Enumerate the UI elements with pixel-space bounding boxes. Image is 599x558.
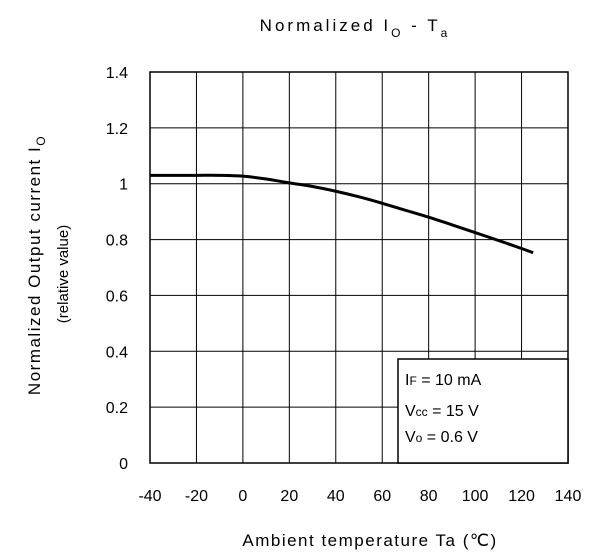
y-tick-labels: 0 0.2 0.4 0.6 0.8 1 1.2 1.4 bbox=[106, 65, 128, 473]
legend-line-vcc-rest: = 15 V bbox=[428, 403, 479, 420]
x-tick-label: 40 bbox=[327, 488, 345, 505]
chart-title-middle: - T bbox=[403, 16, 440, 35]
legend-box bbox=[397, 358, 569, 464]
x-tick-label: 120 bbox=[508, 488, 535, 505]
y-axis-label-main: Normalized Output current I bbox=[25, 146, 44, 395]
y-tick-label: 0.4 bbox=[106, 344, 128, 361]
y-axis-label-sub: O bbox=[34, 135, 48, 146]
y-tick-label: 0.2 bbox=[106, 400, 128, 417]
series-group bbox=[150, 173, 534, 255]
legend-line-vo: Vo = 0.6 V bbox=[405, 429, 478, 446]
x-tick-label: 60 bbox=[373, 488, 391, 505]
y-tick-label: 0.6 bbox=[106, 288, 128, 305]
y-axis-label-secondary: (relative value) bbox=[55, 225, 72, 323]
legend-line-vo-prefix: V bbox=[405, 429, 416, 446]
y-tick-label: 1.2 bbox=[106, 121, 128, 138]
y-tick-label: 0.8 bbox=[106, 233, 128, 250]
legend-line-if: IF = 10 mA bbox=[405, 372, 482, 389]
x-tick-label: 20 bbox=[280, 488, 298, 505]
x-tick-label: 0 bbox=[238, 488, 247, 505]
x-tick-label: -20 bbox=[185, 488, 208, 505]
x-tick-label: 100 bbox=[462, 488, 489, 505]
x-tick-label: -40 bbox=[138, 488, 161, 505]
y-tick-label: 1.4 bbox=[106, 65, 128, 82]
y-tick-label: 1 bbox=[119, 177, 128, 194]
x-tick-labels: -40 -20 0 20 40 60 80 100 120 140 bbox=[138, 488, 581, 505]
legend-line-vo-sub: o bbox=[416, 431, 423, 445]
chart-title: Normalized IO - Ta bbox=[260, 16, 451, 40]
legend-line-vcc-sub: cc bbox=[416, 405, 428, 419]
chart-title-prefix-sub: O bbox=[391, 26, 403, 40]
y-axis-label: Normalized Output current IO bbox=[25, 135, 48, 395]
legend-line-vo-rest: = 0.6 V bbox=[422, 429, 478, 446]
plot-frame bbox=[149, 71, 569, 464]
legend-line-if-sub: F bbox=[409, 374, 416, 388]
legend-line-vcc: Vcc = 15 V bbox=[405, 403, 479, 420]
x-tick-label: 140 bbox=[555, 488, 582, 505]
legend-line-if-rest: = 10 mA bbox=[417, 372, 482, 389]
x-axis-label: Ambient temperature Ta (℃) bbox=[242, 531, 497, 550]
x-tick-label: 80 bbox=[420, 488, 438, 505]
legend-line-if-prefix: I bbox=[405, 372, 409, 389]
series-line-0 bbox=[150, 173, 534, 255]
y-tick-label: 0 bbox=[119, 456, 128, 473]
chart-title-prefix: Normalized I bbox=[260, 16, 391, 35]
legend-line-vcc-prefix: V bbox=[405, 403, 416, 420]
legend: IF = 10 mA Vcc = 15 V Vo = 0.6 V bbox=[397, 358, 569, 464]
chart-title-middle-sub: a bbox=[441, 26, 451, 40]
